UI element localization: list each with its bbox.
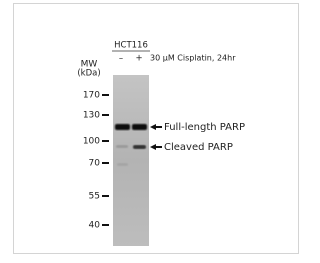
marker-label: 55 bbox=[89, 192, 100, 202]
cell-line: HCT116 bbox=[114, 41, 148, 51]
band bbox=[132, 124, 147, 130]
gel bbox=[113, 75, 149, 246]
marker-label: 130 bbox=[83, 111, 100, 121]
mw-unit: (kDa) bbox=[77, 69, 100, 79]
band-label: Full-length PARP bbox=[164, 122, 245, 133]
page: HCT116 – + 30 µM Cisplatin, 24hr MW (kDa… bbox=[0, 0, 311, 259]
marker-label: 40 bbox=[89, 221, 101, 231]
marker-label: 170 bbox=[83, 91, 100, 101]
marker-label: 100 bbox=[83, 137, 100, 147]
band-label: Cleaved PARP bbox=[164, 142, 233, 153]
marker-label: 70 bbox=[89, 159, 101, 169]
figure: HCT116 – + 30 µM Cisplatin, 24hr MW (kDa… bbox=[0, 0, 311, 259]
lane-label: – bbox=[119, 54, 123, 64]
lane-label: + bbox=[135, 54, 142, 64]
band bbox=[133, 145, 146, 149]
treatment: 30 µM Cisplatin, 24hr bbox=[150, 54, 236, 63]
band bbox=[115, 124, 130, 130]
band bbox=[117, 163, 128, 166]
band bbox=[116, 145, 128, 148]
